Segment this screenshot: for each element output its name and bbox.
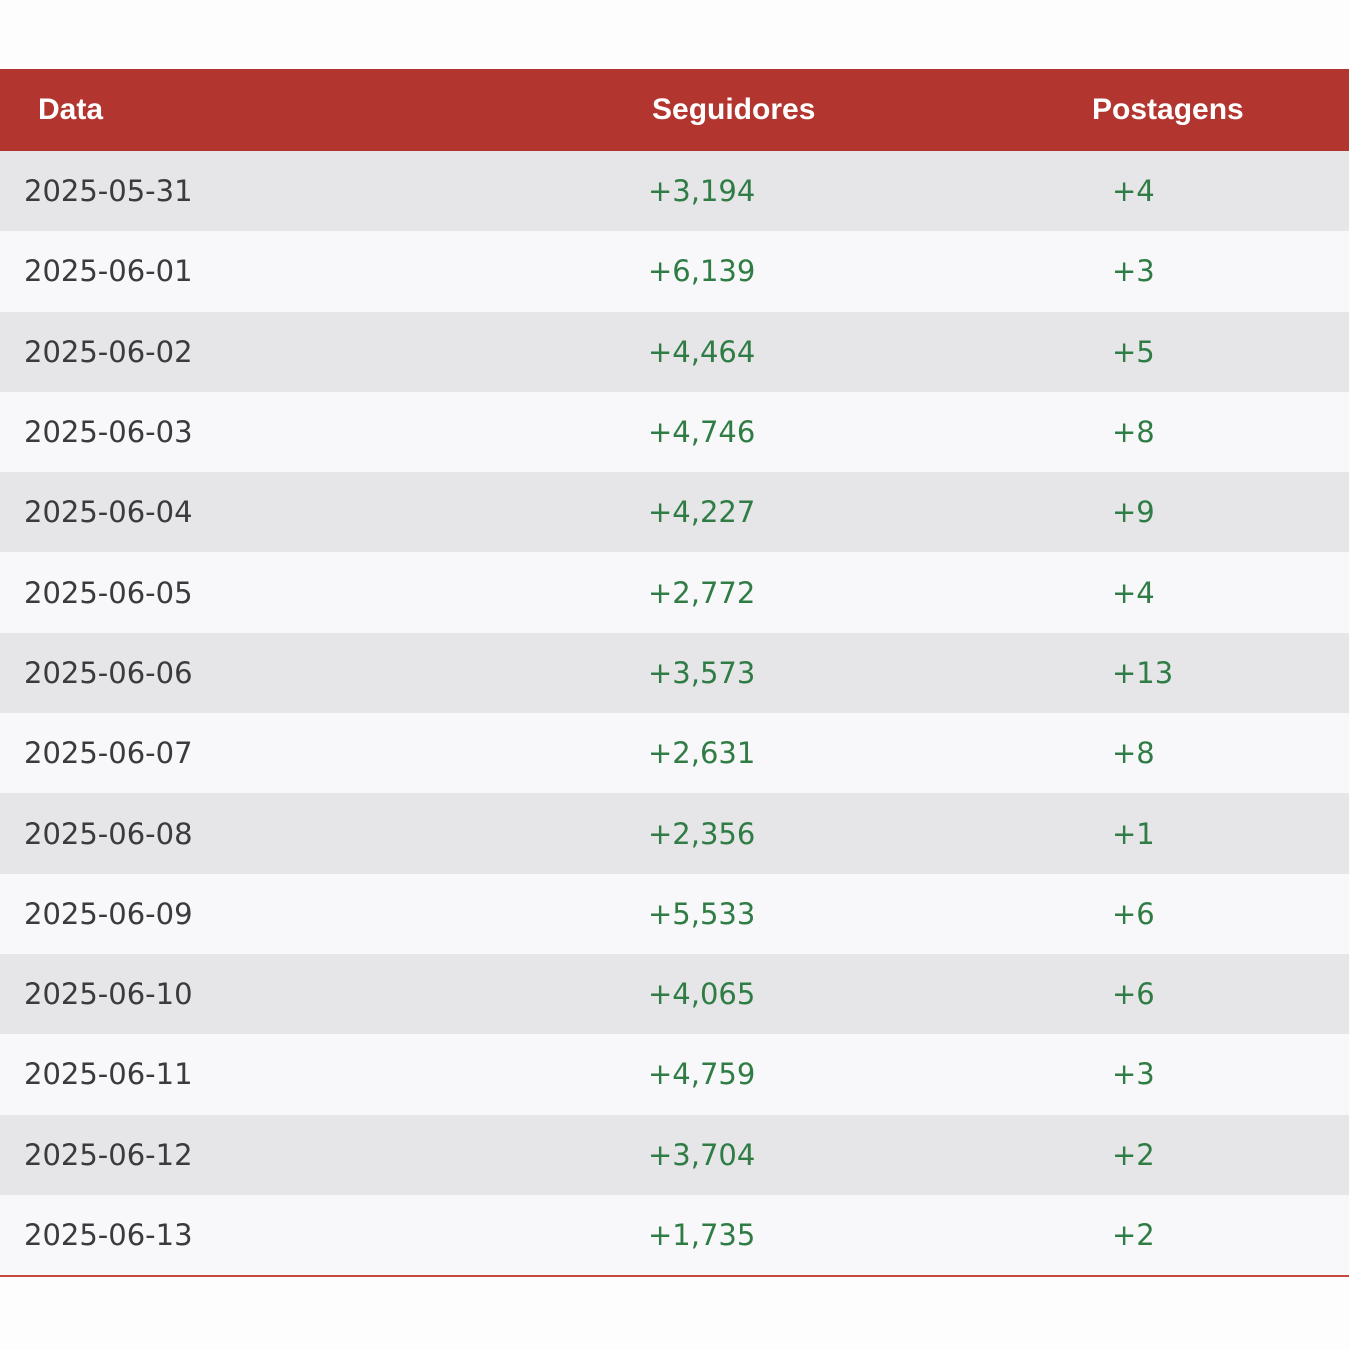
cell-posts: +8	[1112, 736, 1155, 771]
growth-table: Data Seguidores Postagens 2025-05-31 +3,…	[0, 69, 1349, 1278]
cell-posts: +4	[1112, 575, 1155, 610]
table-header: Data Seguidores Postagens	[0, 69, 1349, 151]
table-row: 2025-06-09 +5,533 +6	[0, 873, 1349, 954]
table-row: 2025-06-01 +6,139 +3	[0, 231, 1349, 312]
cell-date: 2025-06-04	[24, 495, 193, 530]
cell-date: 2025-06-03	[24, 415, 193, 450]
cell-posts: +3	[1112, 1057, 1155, 1092]
cell-posts: +9	[1112, 495, 1155, 530]
cell-date: 2025-06-13	[24, 1218, 193, 1252]
table-row: 2025-05-31 +3,194 +4	[0, 151, 1349, 232]
cell-followers: +5,533	[648, 896, 756, 931]
cell-followers: +3,573	[648, 655, 756, 690]
header-posts[interactable]: Postagens	[1092, 93, 1244, 126]
cell-date: 2025-06-11	[24, 1057, 193, 1092]
cell-followers: +4,746	[648, 415, 756, 450]
cell-followers: +3,704	[648, 1137, 756, 1172]
cell-posts: +6	[1112, 977, 1155, 1012]
table-bottom-border	[0, 1275, 1349, 1278]
cell-followers: +2,772	[648, 575, 756, 610]
table-row: 2025-06-08 +2,356 +1	[0, 793, 1349, 874]
table-row: 2025-06-02 +4,464 +5	[0, 311, 1349, 392]
cell-followers: +4,065	[648, 977, 756, 1012]
cell-date: 2025-06-06	[24, 655, 193, 690]
cell-posts: +5	[1112, 334, 1155, 369]
table-row: 2025-06-03 +4,746 +8	[0, 391, 1349, 473]
table-row: 2025-06-11 +4,759 +3	[0, 1034, 1349, 1115]
cell-followers: +2,356	[648, 816, 756, 851]
header-date[interactable]: Data	[38, 93, 104, 126]
cell-posts: +13	[1112, 655, 1174, 690]
table-row: 2025-06-13 +1,735 +2	[0, 1194, 1349, 1276]
cell-posts: +2	[1112, 1137, 1155, 1172]
cell-date: 2025-06-02	[24, 334, 193, 369]
cell-date: 2025-06-07	[24, 736, 193, 771]
cell-posts: +8	[1112, 415, 1155, 450]
cell-followers: +6,139	[648, 254, 756, 289]
cell-date: 2025-05-31	[24, 174, 193, 209]
table-row: 2025-06-07 +2,631 +8	[0, 713, 1349, 794]
cell-date: 2025-06-10	[24, 977, 193, 1012]
table-row: 2025-06-05 +2,772 +4	[0, 552, 1349, 633]
cell-followers: +1,735	[648, 1218, 756, 1252]
cell-followers: +2,631	[648, 736, 756, 771]
cell-date: 2025-06-05	[24, 575, 193, 610]
cell-date: 2025-06-12	[24, 1137, 193, 1172]
cell-posts: +3	[1112, 254, 1155, 289]
cell-date: 2025-06-08	[24, 816, 193, 851]
cell-followers: +4,464	[648, 334, 756, 369]
cell-date: 2025-06-09	[24, 896, 193, 931]
header-followers[interactable]: Seguidores	[652, 93, 816, 126]
cell-posts: +2	[1112, 1218, 1155, 1252]
cell-posts: +6	[1112, 896, 1155, 931]
cell-posts: +1	[1112, 816, 1155, 851]
cell-followers: +3,194	[648, 174, 756, 209]
table-row: 2025-06-12 +3,704 +2	[0, 1114, 1349, 1195]
cell-posts: +4	[1112, 174, 1155, 209]
cell-followers: +4,227	[648, 495, 756, 530]
cell-followers: +4,759	[648, 1057, 756, 1092]
table-row: 2025-06-10 +4,065 +6	[0, 953, 1349, 1035]
table-row: 2025-06-04 +4,227 +9	[0, 472, 1349, 553]
table-row: 2025-06-06 +3,573 +13	[0, 632, 1349, 714]
cell-date: 2025-06-01	[24, 254, 193, 289]
